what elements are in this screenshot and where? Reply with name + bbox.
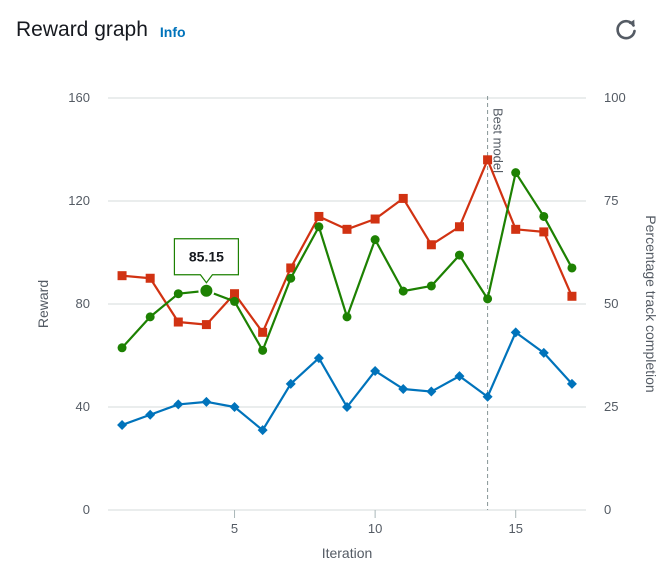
y-tick-label: 40 [76, 399, 90, 414]
series-0-point[interactable] [117, 271, 127, 281]
series-1-point[interactable] [117, 343, 127, 353]
series-2-point[interactable] [426, 386, 437, 397]
series-2-point[interactable] [342, 402, 352, 412]
series-0-point[interactable] [230, 289, 240, 299]
series-1-point[interactable] [370, 235, 380, 245]
series-2-point[interactable] [398, 383, 409, 394]
series-2-point[interactable] [257, 425, 268, 436]
series-2-point[interactable] [201, 396, 212, 407]
series-2-point[interactable] [313, 353, 324, 364]
y2-tick-label: 50 [604, 296, 618, 311]
refresh-button[interactable] [612, 16, 640, 44]
series-1-point[interactable] [483, 294, 493, 304]
series-0-point[interactable] [398, 193, 408, 203]
series-1-point[interactable] [426, 281, 436, 291]
series-0-point[interactable] [511, 224, 521, 234]
series-0-point[interactable] [145, 273, 155, 283]
series-0-point[interactable] [370, 214, 380, 224]
series-1-point[interactable] [230, 296, 240, 306]
y-axis-title: Reward [35, 280, 51, 328]
series-0-point[interactable] [483, 155, 493, 165]
best-model-label: Best model [491, 108, 506, 173]
y-tick-label: 80 [76, 296, 90, 311]
info-link[interactable]: Info [159, 23, 186, 40]
y-tick-label: 0 [83, 502, 90, 517]
series-2-point[interactable] [285, 378, 296, 389]
series-1-point[interactable] [258, 345, 268, 355]
tooltip-value: 85.15 [189, 249, 224, 265]
y-tick-label: 160 [68, 90, 90, 105]
series-0-point[interactable] [173, 317, 183, 327]
series-1-point[interactable] [511, 168, 521, 178]
series-0-point[interactable] [201, 320, 211, 330]
y2-tick-label: 100 [604, 90, 626, 105]
chart-header: Reward graph Info [16, 14, 186, 46]
series-2-point[interactable] [370, 365, 381, 376]
x-tick-label: 5 [231, 521, 238, 536]
series-2-point[interactable] [482, 391, 493, 402]
series-0-point[interactable] [314, 211, 324, 221]
y2-axis-title: Percentage track completion [643, 215, 659, 392]
series-2-point[interactable] [566, 378, 577, 389]
series-0-point[interactable] [454, 222, 464, 232]
series-0-point[interactable] [539, 227, 549, 237]
series-2-point[interactable] [145, 409, 156, 420]
series-2-point[interactable] [510, 327, 521, 338]
series-1-point[interactable] [454, 250, 464, 260]
series-0-point[interactable] [258, 327, 268, 337]
series-2-point[interactable] [538, 347, 549, 358]
series-2-point[interactable] [229, 402, 240, 412]
series-1-point[interactable] [286, 273, 296, 283]
series-1-point[interactable] [342, 312, 352, 322]
series-1-point[interactable] [314, 222, 324, 232]
x-axis-title: Iteration [322, 545, 373, 561]
y-tick-label: 120 [68, 193, 90, 208]
x-tick-label: 10 [368, 521, 382, 536]
series-1-point[interactable] [398, 286, 408, 296]
tooltip-highlight-point [198, 282, 215, 299]
y2-tick-label: 75 [604, 193, 618, 208]
series-0-point[interactable] [426, 240, 436, 250]
refresh-icon [616, 19, 636, 40]
series-2-point[interactable] [117, 420, 128, 431]
y2-tick-label: 0 [604, 502, 611, 517]
series-2-point[interactable] [173, 399, 184, 410]
series-1-point[interactable] [173, 289, 183, 299]
x-tick-label: 15 [508, 521, 522, 536]
series-1-point[interactable] [567, 263, 577, 273]
series-1-point[interactable] [539, 211, 549, 221]
series-1-point[interactable] [145, 312, 155, 322]
tooltip-box [173, 238, 240, 284]
series-0-point[interactable] [286, 263, 296, 273]
series-0-point[interactable] [567, 291, 577, 301]
series-2-line [121, 331, 573, 432]
y2-tick-label: 25 [604, 399, 618, 414]
series-0-point[interactable] [342, 224, 352, 234]
series-2-point[interactable] [454, 371, 465, 382]
chart-title: Reward graph [16, 18, 148, 41]
